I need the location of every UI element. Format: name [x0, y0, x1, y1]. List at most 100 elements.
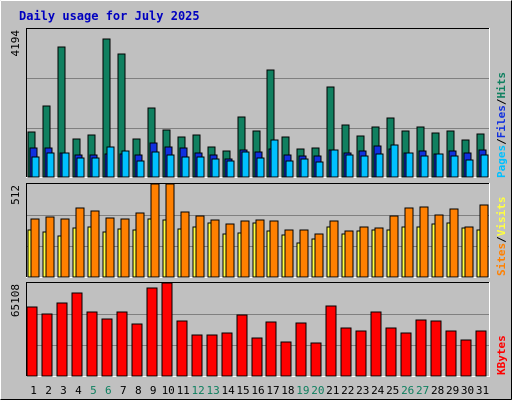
bar-kbytes-day-23	[355, 330, 367, 377]
bar-kbytes-day-28	[430, 320, 442, 377]
x-tick-label-13: 13	[206, 384, 219, 397]
x-tick-label-21: 21	[326, 384, 339, 397]
bar-pages-day-13	[211, 158, 220, 178]
bar-pages-day-17	[270, 139, 279, 178]
bar-sites-day-29	[449, 208, 459, 278]
bar-pages-day-8	[136, 160, 145, 178]
bar-sites-day-20	[314, 233, 324, 278]
bar-sites-day-23	[359, 226, 369, 278]
x-tick-label-4: 4	[75, 384, 82, 397]
bar-kbytes-day-15	[236, 314, 248, 377]
chart-panels: 4194Pages/Files/Hits512Sites/Visits65108…	[9, 28, 508, 377]
bar-sites-day-30	[464, 226, 474, 278]
legend-hits: Hits	[495, 72, 508, 99]
bar-pages-day-2	[46, 152, 55, 178]
bar-pages-day-16	[256, 157, 265, 178]
x-axis-day-labels: 1 2 3 4 5 6 7 8 9 10 11 12 13 14 15 16 17 18 19 20 21 22 23 24 2…	[30, 384, 489, 397]
bar-kbytes-day-22	[340, 327, 352, 377]
bar-sites-day-15	[240, 220, 250, 278]
bar-kbytes-day-6	[101, 318, 113, 377]
x-tick-label-20: 20	[311, 384, 324, 397]
legend-sep-2: /	[495, 98, 508, 105]
bar-sites-day-8	[135, 212, 145, 278]
bar-sites-day-13	[210, 219, 220, 278]
bar-pages-day-23	[360, 155, 369, 178]
bar-pages-day-27	[420, 155, 429, 178]
bar-sites-day-26	[404, 207, 414, 278]
bar-kbytes-day-21	[325, 305, 337, 377]
bar-pages-day-20	[315, 161, 324, 178]
bar-kbytes-day-26	[400, 332, 412, 377]
bar-sites-day-4	[75, 207, 85, 278]
bar-kbytes-day-17	[265, 321, 277, 377]
bar-pages-day-21	[330, 149, 339, 178]
x-tick-label-25: 25	[386, 384, 399, 397]
x-tick-label-8: 8	[135, 384, 142, 397]
y-axis-max-label-1: 512	[9, 185, 22, 205]
bar-kbytes-day-27	[415, 319, 427, 377]
bar-kbytes-day-25	[385, 327, 397, 377]
bar-kbytes-day-31	[475, 330, 487, 377]
bar-pages-day-19	[300, 158, 309, 178]
x-tick-label-17: 17	[266, 384, 279, 397]
bar-sites-day-3	[60, 218, 70, 278]
x-tick-label-12: 12	[191, 384, 204, 397]
bar-pages-day-14	[226, 160, 235, 178]
y-axis-max-label-2: 65108	[9, 284, 22, 317]
bar-sites-day-10	[165, 183, 175, 278]
bar-kbytes-day-2	[41, 313, 53, 377]
legend-sep-1: /	[495, 138, 508, 145]
x-tick-label-29: 29	[446, 384, 459, 397]
bar-kbytes-day-4	[71, 292, 83, 377]
bar-kbytes-day-9	[146, 287, 158, 377]
x-tick-label-1: 1	[30, 384, 37, 397]
x-tick-label-31: 31	[476, 384, 489, 397]
bar-sites-day-31	[479, 204, 489, 278]
x-tick-label-26: 26	[401, 384, 414, 397]
x-tick-label-19: 19	[296, 384, 309, 397]
series-legend-0: Pages/Files/Hits	[495, 72, 508, 178]
x-tick-label-5: 5	[90, 384, 97, 397]
x-tick-label-3: 3	[60, 384, 67, 397]
bar-sites-day-27	[419, 206, 429, 278]
bar-sites-day-16	[255, 219, 265, 278]
bar-sites-day-28	[434, 214, 444, 278]
x-tick-label-24: 24	[371, 384, 385, 397]
chart-title: Daily usage for July 2025	[19, 9, 200, 23]
bar-pages-day-15	[241, 151, 250, 178]
bar-pages-day-9	[151, 151, 160, 178]
bar-pages-day-10	[166, 154, 175, 178]
x-tick-label-30: 30	[461, 384, 474, 397]
x-tick-label-6: 6	[105, 384, 112, 397]
x-tick-label-18: 18	[281, 384, 294, 397]
bar-sites-day-14	[225, 223, 235, 278]
x-tick-label-14: 14	[221, 384, 235, 397]
bar-pages-day-12	[196, 156, 205, 178]
bar-kbytes-day-14	[221, 332, 233, 377]
bar-pages-day-29	[450, 155, 459, 178]
bar-kbytes-day-3	[56, 302, 68, 377]
x-tick-label-27: 27	[416, 384, 429, 397]
bar-kbytes-day-12	[191, 334, 203, 377]
bar-kbytes-day-16	[251, 337, 263, 377]
bar-sites-day-18	[284, 229, 294, 278]
bar-pages-day-25	[390, 144, 399, 178]
bar-sites-day-24	[374, 227, 384, 278]
legend-visits: Visits	[495, 197, 508, 237]
series-legend-1: Sites/Visits	[495, 197, 508, 277]
bar-pages-day-24	[375, 153, 384, 178]
bar-pages-day-30	[465, 159, 474, 178]
x-tick-label-11: 11	[177, 384, 190, 397]
bar-sites-day-2	[45, 216, 55, 278]
bar-pages-day-4	[76, 157, 85, 178]
bar-kbytes-day-29	[445, 330, 457, 377]
bar-sites-day-7	[120, 218, 130, 278]
x-tick-label-16: 16	[251, 384, 264, 397]
x-tick-label-22: 22	[341, 384, 354, 397]
bar-sites-day-19	[299, 229, 309, 278]
bar-pages-day-5	[91, 157, 100, 178]
x-tick-label-23: 23	[356, 384, 369, 397]
x-tick-label-10: 10	[162, 384, 175, 397]
bar-sites-day-21	[329, 220, 339, 278]
